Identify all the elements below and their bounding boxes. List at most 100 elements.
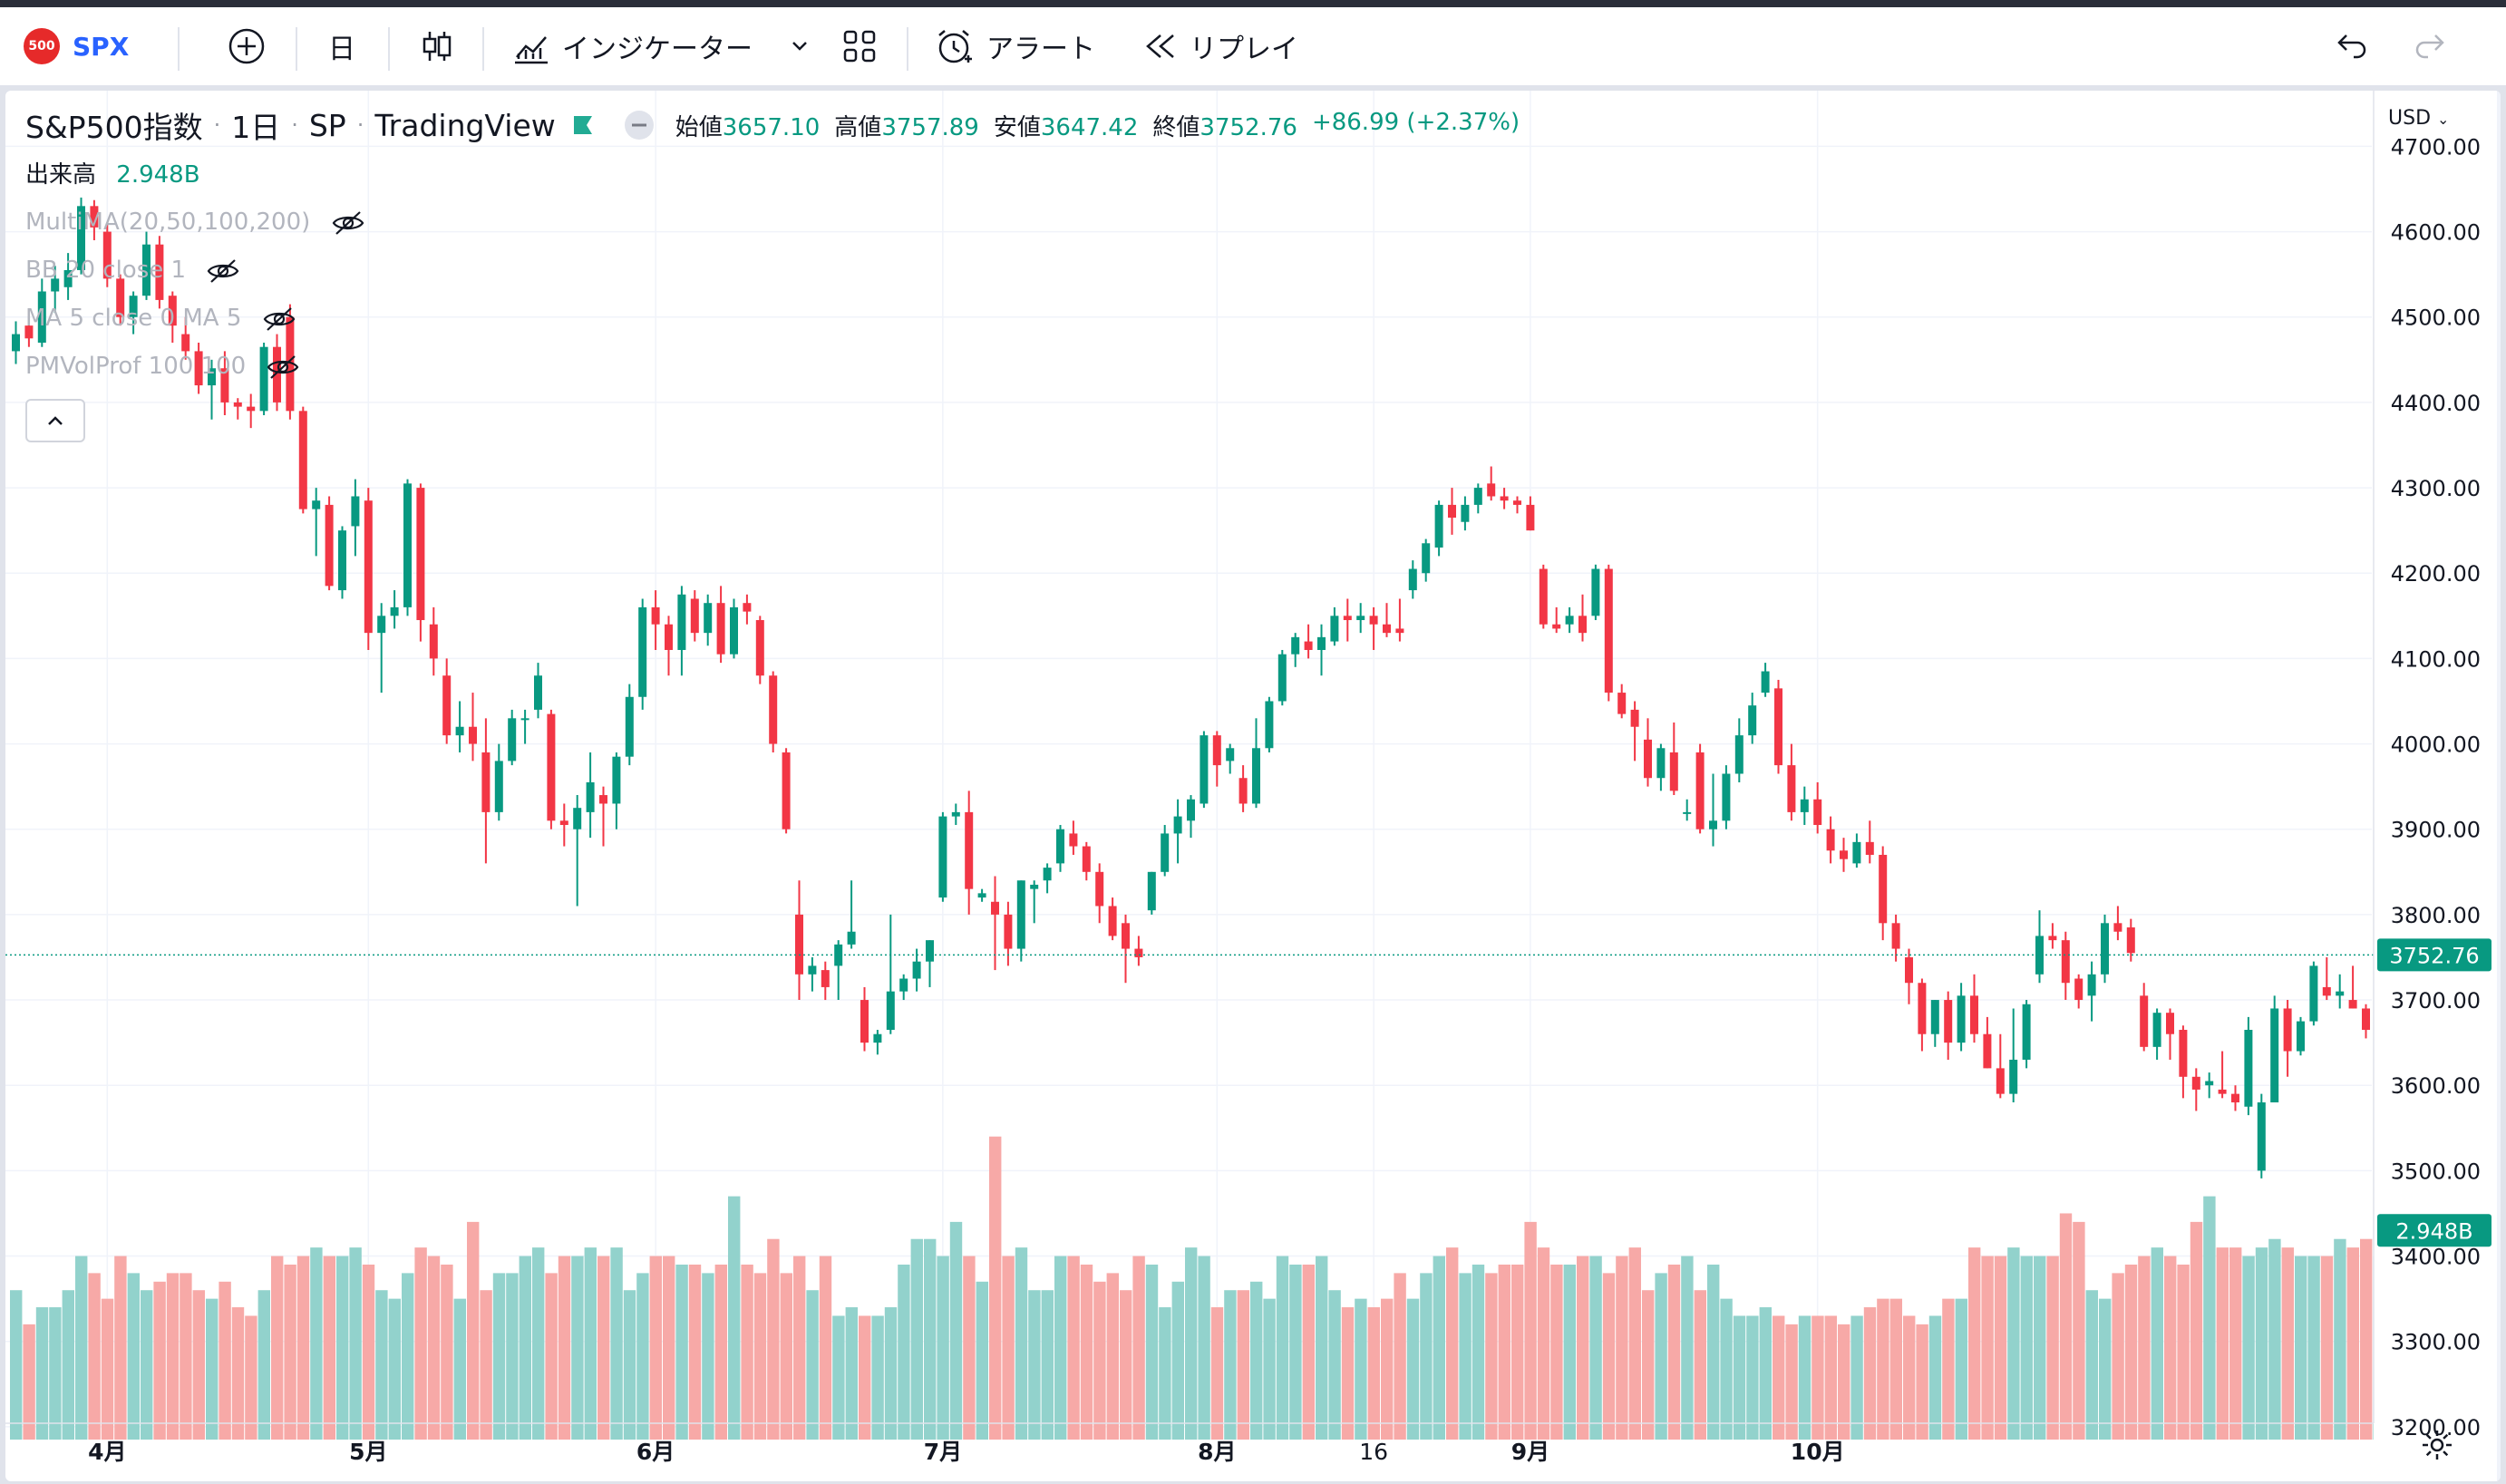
candle-body bbox=[1656, 748, 1666, 779]
volume-bar bbox=[362, 1264, 375, 1440]
candle-body bbox=[508, 718, 517, 761]
redo-button[interactable] bbox=[2412, 7, 2448, 85]
candle-body bbox=[181, 334, 190, 352]
volume-bar bbox=[832, 1315, 845, 1440]
candle-body bbox=[364, 500, 373, 634]
candle-body bbox=[847, 931, 856, 945]
compare-symbol-button[interactable] bbox=[227, 7, 267, 85]
volume-value: 2.948B bbox=[116, 161, 200, 189]
candle-body bbox=[12, 334, 20, 352]
indicator-row[interactable]: BB 20 close 1 bbox=[25, 257, 240, 285]
volume-bar bbox=[663, 1256, 675, 1440]
market-status-icon[interactable] bbox=[623, 109, 656, 141]
legend-separator: · bbox=[213, 112, 221, 138]
indicator-label: MA 5 close 0 MA 5 bbox=[25, 305, 242, 332]
indicator-row[interactable]: MultiMA(20,50,100,200) bbox=[25, 209, 365, 237]
price-tick-label: 3200.00 bbox=[2391, 1415, 2481, 1440]
candle-body bbox=[1408, 568, 1417, 591]
eye-hidden-icon[interactable] bbox=[266, 354, 300, 381]
interval-button[interactable]: 日 bbox=[328, 7, 355, 85]
undo-button[interactable] bbox=[2334, 7, 2370, 85]
chart-panel[interactable]: 3200.00 3300.00 3400.00 3500.00 3600.00 3700.… bbox=[5, 91, 2501, 1481]
volume-bar bbox=[753, 1273, 767, 1440]
legend-title[interactable]: S&P500指数 bbox=[25, 110, 203, 145]
last-volume-tag bbox=[2377, 1214, 2491, 1247]
volume-bar bbox=[793, 1256, 806, 1440]
candle-body bbox=[1930, 1000, 1939, 1034]
candle-body bbox=[677, 594, 686, 650]
alert-button[interactable]: アラート bbox=[934, 7, 1095, 85]
volume-bar bbox=[2295, 1256, 2307, 1440]
flag-icon[interactable] bbox=[570, 112, 596, 138]
eye-hidden-icon[interactable] bbox=[262, 306, 296, 333]
candle-body bbox=[991, 901, 999, 915]
volume-bar bbox=[1210, 1307, 1224, 1440]
indicators-button[interactable]: インジケーター bbox=[511, 7, 753, 85]
candle-body bbox=[665, 624, 673, 650]
volume-bar bbox=[1381, 1298, 1394, 1440]
time-tick-label: 6月 bbox=[636, 1439, 675, 1465]
indicator-label: PMVolProf 100 100 bbox=[25, 353, 247, 380]
volume-bar bbox=[231, 1307, 245, 1440]
candle-body bbox=[1996, 1068, 2005, 1094]
indicators-dropdown[interactable] bbox=[789, 7, 811, 85]
replay-button[interactable]: リプレイ bbox=[1142, 7, 1298, 85]
indicator-row[interactable]: PMVolProf 100 100 bbox=[25, 353, 300, 381]
volume-bar bbox=[898, 1264, 910, 1440]
candle-body bbox=[442, 675, 452, 736]
price-chart[interactable]: 3200.00 3300.00 3400.00 3500.00 3600.00 3700.… bbox=[5, 91, 2501, 1481]
eye-hidden-icon[interactable] bbox=[206, 257, 240, 285]
symbol-search[interactable]: 500 SPX bbox=[24, 7, 129, 85]
candle-body bbox=[1200, 735, 1209, 804]
volume-bar bbox=[2320, 1256, 2334, 1440]
volume-bar bbox=[623, 1290, 636, 1440]
right-scrollbar[interactable] bbox=[2497, 91, 2501, 1481]
volume-bar bbox=[597, 1256, 610, 1440]
volume-bar bbox=[558, 1256, 571, 1440]
candle-body bbox=[2166, 1013, 2174, 1034]
volume-bar bbox=[1863, 1307, 1877, 1440]
volume-bar bbox=[2242, 1256, 2255, 1440]
candle-body bbox=[63, 269, 73, 287]
currency-selector[interactable]: USD ⌄ bbox=[2388, 107, 2449, 130]
candle-body bbox=[873, 1033, 882, 1043]
candle-body bbox=[834, 944, 843, 966]
volume-bar bbox=[402, 1273, 414, 1440]
volume-bar bbox=[859, 1315, 871, 1440]
price-axis[interactable]: 3200.00 3300.00 3400.00 3500.00 3600.00 3700.… bbox=[2373, 91, 2497, 1481]
time-axis[interactable]: 4月 5月 6月 7月 8月 16 9月 10月 bbox=[5, 1422, 2374, 1465]
toolbar-divider bbox=[907, 27, 908, 71]
collapse-legend-button[interactable] bbox=[25, 399, 85, 442]
volume-bar bbox=[924, 1238, 937, 1440]
volume-bar bbox=[714, 1264, 727, 1440]
volume-bar bbox=[1080, 1264, 1093, 1440]
volume-bar bbox=[2177, 1264, 2190, 1440]
templates-button[interactable] bbox=[841, 7, 878, 85]
volume-bar bbox=[180, 1273, 192, 1440]
volume-bar bbox=[1171, 1281, 1184, 1440]
volume-bar bbox=[871, 1315, 884, 1440]
candle-body bbox=[2061, 940, 2070, 984]
volume-bar bbox=[1759, 1307, 1772, 1440]
volume-bar bbox=[1459, 1273, 1472, 1440]
toolbar-divider bbox=[388, 27, 390, 71]
chart-type-button[interactable] bbox=[419, 7, 455, 85]
volume-bar bbox=[23, 1324, 35, 1440]
volume-bar bbox=[49, 1307, 62, 1440]
volume-bars bbox=[10, 1136, 2385, 1440]
candle-body bbox=[194, 351, 203, 386]
volume-bar bbox=[571, 1256, 584, 1440]
volume-bar bbox=[480, 1290, 492, 1440]
volume-bar bbox=[1406, 1298, 1420, 1440]
candle-body bbox=[351, 496, 360, 527]
indicator-row[interactable]: MA 5 close 0 MA 5 bbox=[25, 305, 296, 333]
volume-legend[interactable]: 出来高 2.948B bbox=[25, 156, 200, 189]
eye-hidden-icon[interactable] bbox=[331, 209, 365, 237]
settings-gear-icon[interactable] bbox=[2419, 1427, 2455, 1463]
candle-body bbox=[1330, 616, 1339, 642]
volume-bar bbox=[1942, 1298, 1955, 1440]
volume-bar bbox=[1563, 1264, 1576, 1440]
candle-body bbox=[1891, 923, 1900, 949]
candle-body bbox=[1539, 568, 1548, 625]
candle-body bbox=[2283, 1008, 2292, 1052]
